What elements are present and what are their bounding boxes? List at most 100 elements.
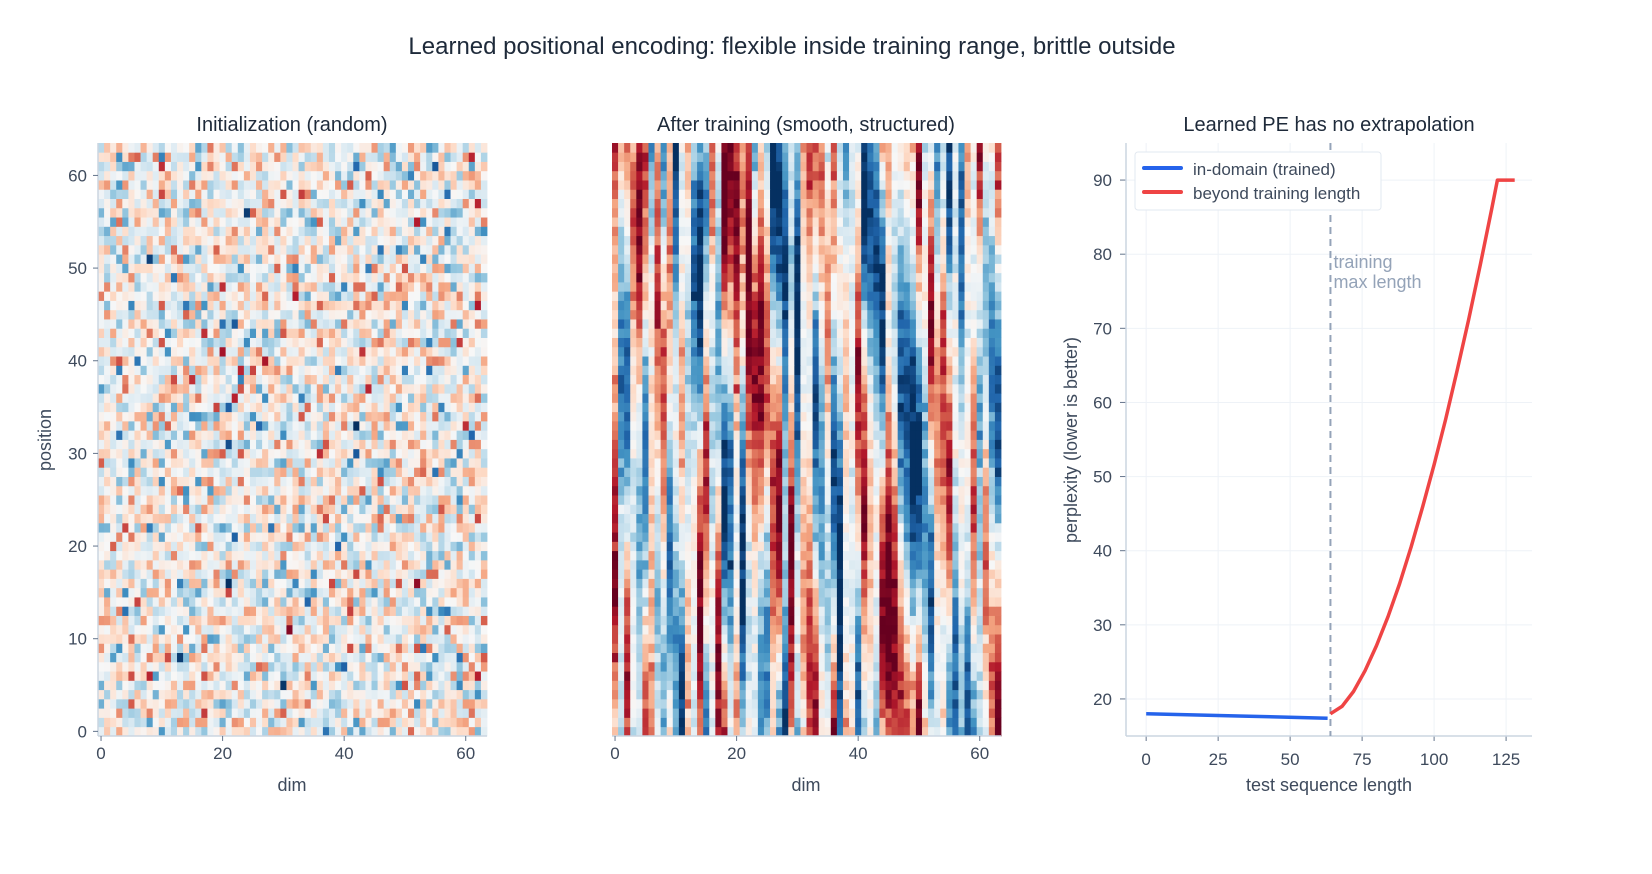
heatmap-cell	[219, 671, 227, 681]
heatmap-cell	[444, 226, 451, 237]
heatmap-cell	[201, 143, 208, 153]
heatmap-cell	[195, 346, 202, 357]
heatmap-cell	[280, 606, 287, 616]
heatmap-cell	[654, 726, 662, 737]
heatmap-cell	[401, 448, 409, 459]
heatmap-cell	[146, 383, 154, 394]
heatmap-cell	[462, 346, 470, 357]
heatmap-cell	[146, 152, 154, 162]
heatmap-cell	[776, 652, 783, 663]
heatmap-cell	[201, 559, 208, 570]
heatmap-cell	[298, 671, 306, 681]
heatmap-cell	[335, 319, 342, 329]
heatmap-cell	[788, 698, 795, 709]
heatmap-cell	[195, 513, 202, 524]
heatmap-cell	[395, 383, 403, 394]
heatmap-cell	[432, 226, 439, 237]
heatmap-cell	[359, 652, 366, 663]
heatmap-cell	[648, 615, 655, 626]
heatmap-cell	[158, 643, 166, 654]
heatmap-cell	[401, 393, 409, 403]
heatmap-cell	[316, 467, 324, 477]
heatmap-cell	[158, 495, 166, 505]
heatmap-cell	[462, 217, 470, 227]
heatmap-cell	[177, 689, 184, 700]
heatmap-cell	[286, 374, 293, 385]
heatmap-cell	[322, 634, 330, 644]
heatmap-cell	[474, 430, 482, 440]
heatmap-cell	[262, 476, 269, 487]
heatmap-cell	[116, 504, 123, 515]
heatmap-cell	[310, 550, 318, 561]
heatmap-cell	[389, 300, 397, 311]
heatmap-cell	[353, 393, 360, 403]
heatmap-cell	[249, 328, 257, 338]
heatmap-cell	[480, 513, 488, 524]
heatmap-cell	[678, 643, 686, 654]
heatmap-cell	[691, 671, 698, 681]
heatmap-cell	[316, 411, 324, 422]
heatmap-cell	[256, 578, 263, 589]
heatmap-cell	[383, 689, 391, 700]
heatmap-cell	[122, 411, 129, 422]
heatmap-cell	[237, 328, 245, 338]
heatmap-cell	[426, 550, 433, 561]
heatmap-cell	[322, 606, 330, 616]
heatmap-cell	[347, 272, 354, 283]
heatmap-cell	[359, 597, 366, 607]
heatmap-cell	[134, 235, 141, 246]
heatmap-cell	[256, 161, 263, 172]
heatmap-cell	[456, 152, 464, 162]
heatmap-cell	[359, 217, 366, 227]
heatmap-cell	[480, 634, 488, 644]
heatmap-cell	[414, 346, 421, 357]
heatmap-cell	[231, 587, 239, 598]
heatmap-cell	[371, 569, 378, 579]
heatmap-cell	[213, 346, 220, 357]
heatmap-cell	[225, 281, 233, 292]
heatmap-cell	[237, 476, 245, 487]
heatmap-cell	[420, 430, 427, 440]
heatmap-cell	[158, 365, 166, 376]
heatmap-cell	[158, 161, 166, 172]
heatmap-cell	[189, 430, 196, 440]
heatmap-cell	[450, 337, 458, 348]
heatmap-cell	[328, 170, 336, 181]
heatmap-cell	[377, 485, 385, 496]
heatmap-cell	[426, 495, 433, 505]
heatmap-cell	[225, 634, 233, 644]
heatmap-cell	[164, 337, 172, 348]
heatmap-cell	[891, 615, 899, 626]
heatmap-cell	[401, 708, 409, 718]
heatmap-cell	[152, 532, 160, 542]
heatmap-cell	[401, 615, 409, 626]
heatmap-cell	[231, 244, 239, 255]
heatmap-cell	[98, 458, 105, 468]
heatmap-cell	[359, 458, 366, 468]
heatmap-cell	[462, 541, 470, 552]
heatmap-cell	[177, 541, 184, 552]
heatmap-cell	[274, 559, 281, 570]
heatmap-cell	[709, 624, 716, 635]
heatmap-cell	[328, 439, 336, 450]
heatmap-cell	[359, 319, 366, 329]
heatmap-cell	[310, 328, 318, 338]
heatmap-cell	[274, 597, 281, 607]
heatmap-cell	[407, 643, 415, 654]
heatmap-cell	[824, 652, 832, 663]
heatmap-cell	[225, 337, 233, 348]
heatmap-cell	[195, 198, 202, 209]
heatmap-cell	[189, 467, 196, 477]
heatmap-cell	[189, 170, 196, 181]
heatmap-cell	[158, 170, 166, 181]
heatmap-cell	[104, 708, 111, 718]
heatmap-cell	[401, 411, 409, 422]
heatmap-cell	[310, 458, 318, 468]
heatmap-cell	[189, 346, 196, 357]
heatmap-cell	[207, 420, 214, 431]
heatmap-cell	[110, 448, 117, 459]
heatmap-cell	[146, 532, 154, 542]
heatmap-cell	[727, 643, 734, 654]
heatmap-cell	[432, 578, 439, 589]
heatmap-cell	[432, 235, 439, 246]
